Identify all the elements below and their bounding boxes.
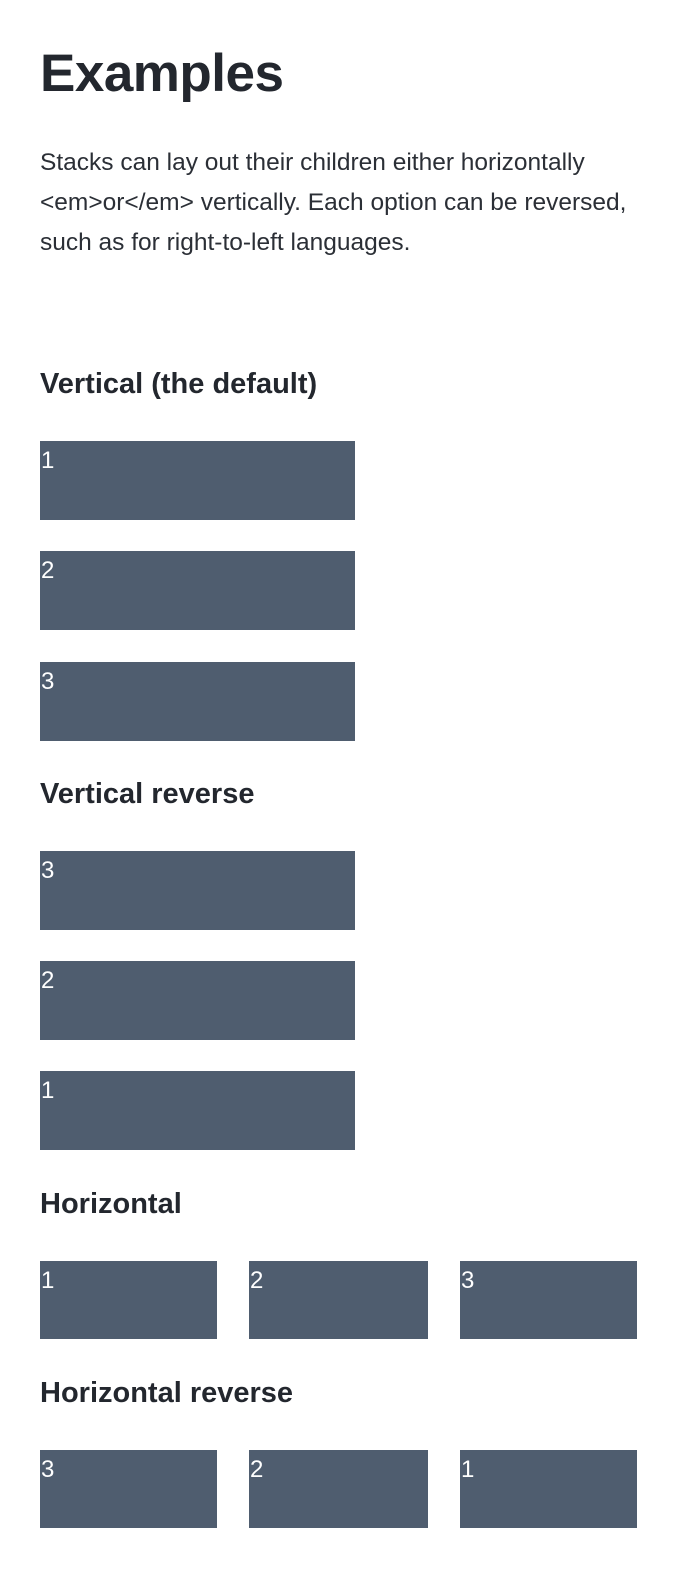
page-title: Examples xyxy=(40,44,284,103)
section-title-horizontal: Horizontal xyxy=(40,1188,182,1220)
stack-item: 1 xyxy=(40,1261,217,1339)
stack-item: 3 xyxy=(40,851,355,930)
stack-item: 2 xyxy=(40,551,355,630)
section-title-vertical: Vertical (the default) xyxy=(40,368,318,400)
section-title-vertical-reverse: Vertical reverse xyxy=(40,778,255,810)
stack-item: 1 xyxy=(460,1450,637,1528)
section-title-horizontal-reverse: Horizontal reverse xyxy=(40,1377,294,1409)
intro-paragraph: Stacks can lay out their children either… xyxy=(40,149,627,256)
stack-item: 2 xyxy=(249,1261,428,1339)
stack-item: 2 xyxy=(40,961,355,1040)
stack-item: 3 xyxy=(460,1261,637,1339)
stack-item: 2 xyxy=(249,1450,428,1528)
stack-item: 3 xyxy=(40,662,355,741)
stack-item: 1 xyxy=(40,441,355,520)
stack-item: 1 xyxy=(40,1071,355,1150)
stack-item: 3 xyxy=(40,1450,217,1528)
